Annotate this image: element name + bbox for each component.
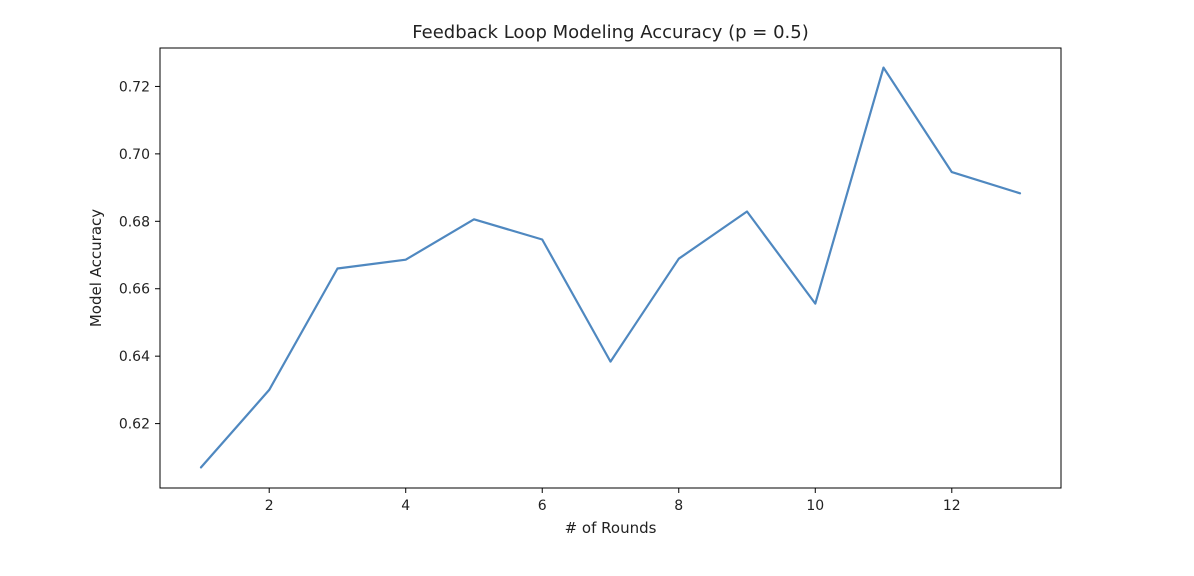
data-point bbox=[1019, 192, 1021, 195]
y-axis-label: Model Accuracy bbox=[87, 209, 105, 327]
y-tick-label: 0.62 bbox=[119, 417, 150, 433]
y-tick-label: 0.70 bbox=[119, 147, 150, 163]
axis-ticks: 2 4 6 8 10 12 0.62 0.64 0.66 0.68 0.70 0.72 bbox=[119, 79, 961, 514]
x-tick-label: 2 bbox=[265, 498, 274, 514]
x-tick-label: 6 bbox=[538, 498, 547, 514]
data-point bbox=[200, 466, 202, 469]
x-tick-label: 12 bbox=[943, 498, 961, 514]
plot-series bbox=[199, 66, 1022, 469]
chart-title: Feedback Loop Modeling Accuracy (p = 0.5… bbox=[412, 22, 808, 43]
data-point bbox=[677, 257, 680, 260]
x-tick-label: 8 bbox=[674, 498, 683, 514]
data-point bbox=[268, 389, 271, 391]
data-point bbox=[950, 171, 953, 173]
data-point bbox=[336, 267, 339, 270]
y-tick-label: 0.66 bbox=[119, 282, 150, 298]
y-tick-label: 0.64 bbox=[119, 349, 150, 365]
plot-frame bbox=[159, 47, 1062, 489]
y-tick-label: 0.68 bbox=[119, 214, 150, 230]
x-tick-label: 4 bbox=[401, 498, 410, 514]
data-point bbox=[541, 238, 544, 241]
data-point bbox=[882, 66, 885, 69]
data-point bbox=[609, 360, 612, 363]
x-axis-label: # of Rounds bbox=[565, 519, 657, 537]
data-point bbox=[814, 302, 817, 305]
accuracy-series-line bbox=[199, 66, 1022, 469]
data-point bbox=[746, 210, 748, 213]
data-point bbox=[473, 218, 475, 221]
data-point bbox=[404, 258, 407, 261]
y-tick-label: 0.72 bbox=[119, 79, 150, 95]
x-tick-label: 10 bbox=[806, 498, 824, 514]
